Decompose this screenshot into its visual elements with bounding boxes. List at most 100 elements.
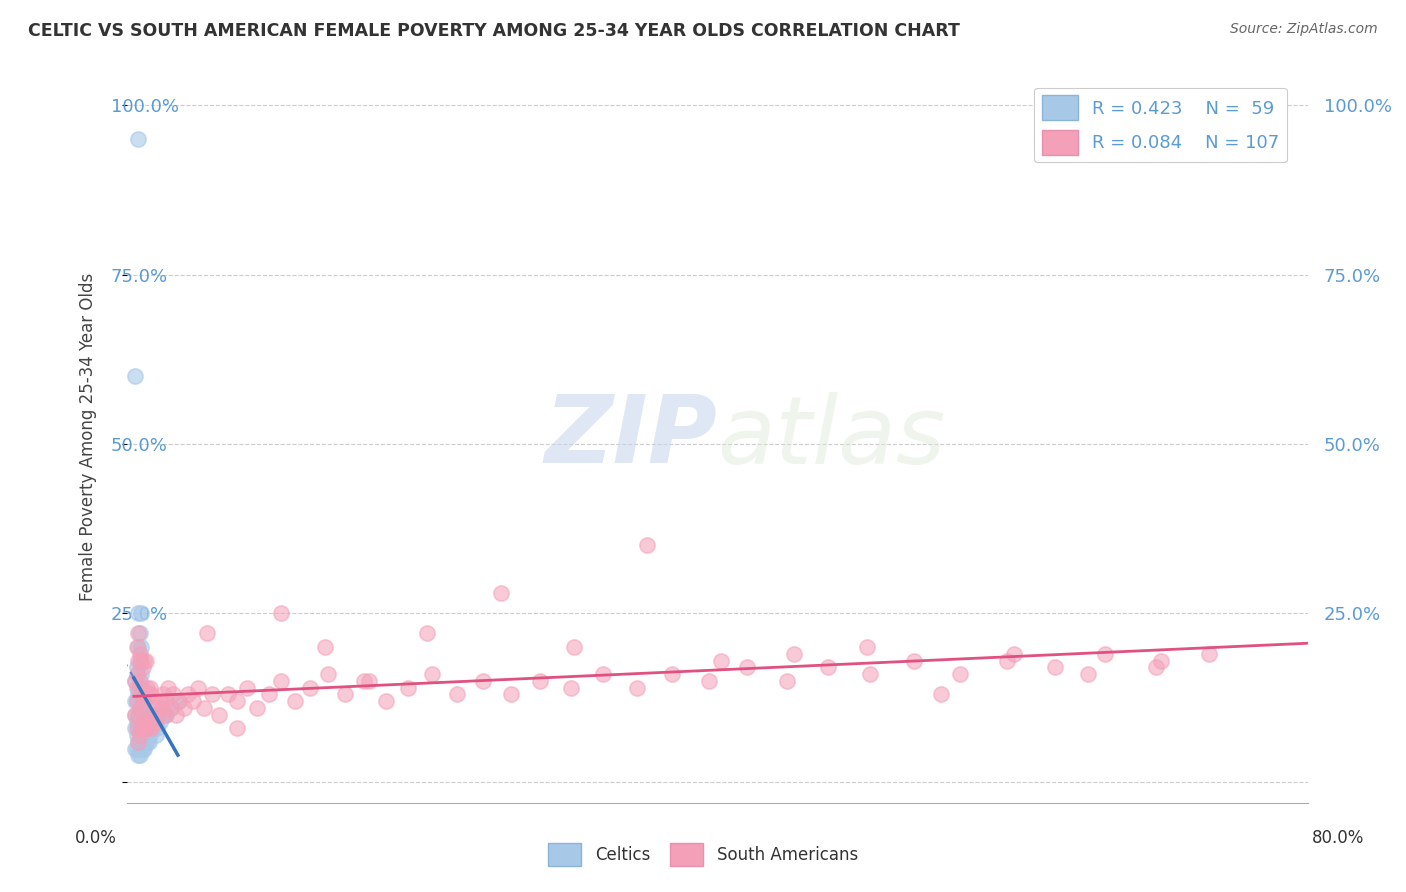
Point [139,714,162,729]
Point [139,681,162,695]
Point [127,735,149,749]
Point [146,701,169,715]
Point [134,721,156,735]
Y-axis label: Female Poverty Among 25-34 Year Olds: Female Poverty Among 25-34 Year Olds [79,273,97,601]
Text: 80.0%: 80.0% [1312,829,1365,847]
Point [128,701,150,715]
Point [270,606,292,620]
Point [357,673,380,688]
Point [929,688,952,702]
Point [903,654,925,668]
Point [141,721,163,735]
Point [1198,647,1220,661]
Point [134,714,156,729]
Point [125,640,148,654]
Point [152,688,174,702]
Point [125,694,148,708]
Point [129,640,152,654]
Point [817,660,839,674]
Point [129,707,152,722]
Point [131,694,153,708]
Point [127,707,149,722]
Point [159,701,181,715]
Point [1076,667,1098,681]
Point [134,741,156,756]
Legend: R = 0.423    N =  59, R = 0.084    N = 107: R = 0.423 N = 59, R = 0.084 N = 107 [1035,87,1286,162]
Point [127,735,149,749]
Point [124,694,146,708]
Point [128,654,150,668]
Point [131,741,153,756]
Point [560,681,582,695]
Point [135,735,157,749]
Point [125,728,148,742]
Point [316,667,339,681]
Point [134,688,156,702]
Point [135,721,157,735]
Point [128,728,150,742]
Point [155,694,177,708]
Point [127,132,149,146]
Point [135,688,157,702]
Point [193,701,215,715]
Point [472,673,495,688]
Point [225,721,247,735]
Point [142,721,165,735]
Point [129,688,152,702]
Point [128,647,150,661]
Point [124,741,146,756]
Point [1094,647,1116,661]
Point [353,673,375,688]
Point [143,714,166,729]
Point [129,654,152,668]
Point [225,694,247,708]
Point [136,714,159,729]
Point [124,673,146,688]
Text: Source: ZipAtlas.com: Source: ZipAtlas.com [1230,22,1378,37]
Point [124,673,146,688]
Point [125,741,148,756]
Point [127,667,149,681]
Point [333,688,356,702]
Point [125,694,148,708]
Point [169,694,191,708]
Point [131,721,153,735]
Point [489,586,512,600]
Point [138,707,160,722]
Point [177,688,200,702]
Point [134,694,156,708]
Point [145,728,167,742]
Point [128,681,150,695]
Point [124,369,146,384]
Point [167,694,190,708]
Point [138,688,160,702]
Point [125,667,148,681]
Point [131,660,153,674]
Point [396,681,419,695]
Point [995,654,1018,668]
Point [165,707,187,722]
Legend: Celtics, South Americans: Celtics, South Americans [541,836,865,873]
Point [129,741,152,756]
Point [128,748,150,763]
Point [1146,660,1168,674]
Point [128,626,150,640]
Point [195,626,218,640]
Point [375,694,398,708]
Point [420,667,443,681]
Point [129,688,152,702]
Point [146,721,169,735]
Point [127,688,149,702]
Point [187,681,209,695]
Point [710,654,733,668]
Point [129,667,152,681]
Point [135,654,157,668]
Point [141,688,163,702]
Point [127,626,149,640]
Point [173,701,195,715]
Point [156,681,179,695]
Point [159,701,181,715]
Point [592,667,614,681]
Point [236,681,259,695]
Point [125,714,148,729]
